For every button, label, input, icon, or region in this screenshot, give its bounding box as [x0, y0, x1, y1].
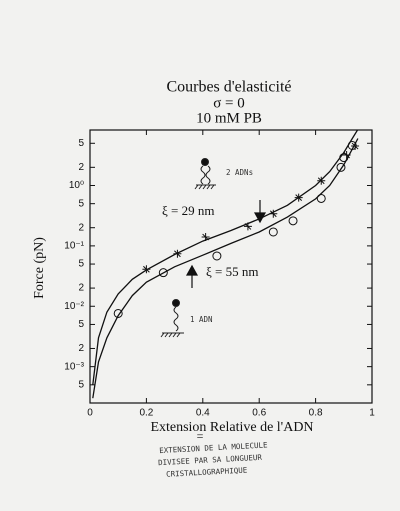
x-axis-label: Extension Relative de l'ADN — [150, 420, 313, 435]
data-point — [288, 216, 298, 226]
data-point — [339, 153, 349, 163]
data-point — [113, 308, 123, 318]
y-tick-label: 2 — [78, 222, 84, 233]
y-tick-label: 10⁰ — [69, 180, 84, 191]
data-point — [212, 251, 222, 261]
plot-frame — [89, 129, 373, 404]
annotation: CRISTALLOGRAPHIQUE — [166, 466, 248, 479]
data-point — [316, 193, 326, 203]
data-point — [294, 193, 303, 202]
y-tick-label: 2 — [78, 283, 84, 294]
y-tick-label: 2 — [78, 162, 84, 173]
data-point — [243, 222, 252, 231]
plot-area — [92, 130, 360, 399]
sketch-1-molecule — [160, 299, 184, 338]
arrows — [185, 200, 267, 288]
chart-title: Courbes d'elasticité — [166, 79, 291, 96]
annotation: 1 ADN — [190, 315, 213, 324]
y-tick-label: 2 — [78, 343, 84, 354]
data-point — [201, 233, 210, 242]
annotation: 2 ADNs — [226, 168, 253, 177]
curve — [92, 130, 359, 385]
data-point — [269, 209, 278, 218]
data-point — [317, 176, 326, 185]
x-tick-label: 0.8 — [309, 408, 323, 419]
data-point — [268, 227, 278, 237]
data-point — [347, 140, 357, 150]
x-tick-label: 0 — [87, 408, 93, 419]
y-tick-label: 5 — [78, 259, 84, 270]
handwritten-note: EXTENSION DE LA MOLECULE DIVISEE PAR SA … — [158, 440, 268, 479]
y-tick-label: 5 — [78, 138, 84, 149]
sketch-2-molecules — [194, 158, 216, 190]
y-axis-label: Force (pN) — [32, 237, 47, 299]
y-tick-label: 5 — [78, 198, 84, 209]
y-tick-label: 5 — [78, 379, 84, 390]
data-point — [336, 162, 346, 172]
annotation: = — [197, 429, 204, 443]
y-tick-label: 5 — [78, 319, 84, 330]
x-tick-label: 1 — [369, 408, 375, 419]
y-tick-label: 10⁻² — [64, 301, 84, 312]
data-point — [158, 268, 168, 278]
x-tick-label: 0.2 — [139, 408, 153, 419]
data-point — [142, 265, 151, 274]
curve — [92, 138, 359, 399]
y-tick-label: 10⁻³ — [64, 361, 84, 372]
x-tick-label: 0.4 — [196, 408, 210, 419]
x-tick-label: 0.6 — [252, 408, 266, 419]
chart-subtitle: σ = 0 — [213, 95, 245, 111]
data-point — [173, 249, 182, 258]
y-tick-label: 10⁻¹ — [64, 241, 84, 252]
annotation: ξ = 55 nm — [206, 264, 259, 279]
annotation: ξ = 29 nm — [162, 203, 215, 218]
chart-condition: 10 mM PB — [196, 110, 262, 126]
